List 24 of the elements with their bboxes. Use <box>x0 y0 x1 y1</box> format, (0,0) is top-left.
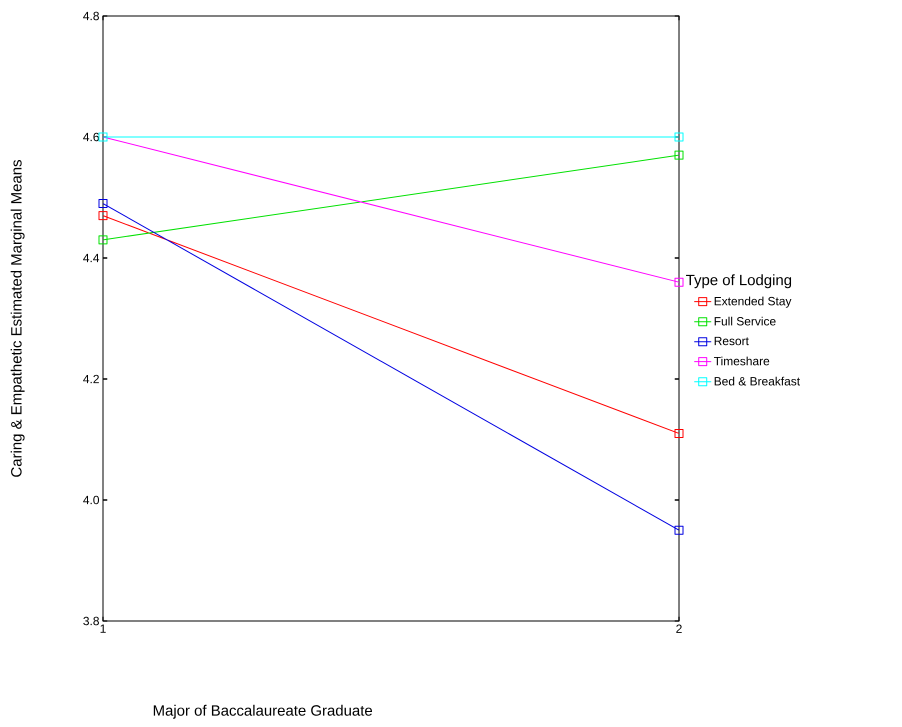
legend-label: Full Service <box>714 316 776 326</box>
legend-label: Extended Stay <box>714 296 792 308</box>
x-tick-label: 2 <box>676 624 682 633</box>
y-tick-label: 4.6 <box>83 132 99 142</box>
legend-label: Resort <box>714 336 749 346</box>
legend-label: Bed & Breakfast <box>714 376 800 386</box>
x-tick-label: 1 <box>100 624 106 633</box>
point <box>674 150 684 160</box>
point <box>674 526 684 535</box>
point <box>674 278 684 287</box>
x-axis-title: Major of Baccalaureate Graduate <box>154 704 372 719</box>
y-tick-label: 4.4 <box>83 254 100 262</box>
point <box>98 199 108 208</box>
point <box>98 211 108 220</box>
point <box>98 235 108 244</box>
point <box>674 132 684 142</box>
y-tick-label: 4.2 <box>83 374 99 384</box>
y-axis-title: Caring & Empathetic Estimated Marginal Means <box>10 160 25 477</box>
y-tick-label: 3.8 <box>83 616 99 626</box>
point <box>674 428 684 438</box>
y-tick-label: 4.0 <box>83 496 100 504</box>
legend-label: Timeshare <box>714 356 770 366</box>
y-tick-label: 4.8 <box>83 12 99 20</box>
legend-title: Type of Lodging <box>686 274 792 288</box>
